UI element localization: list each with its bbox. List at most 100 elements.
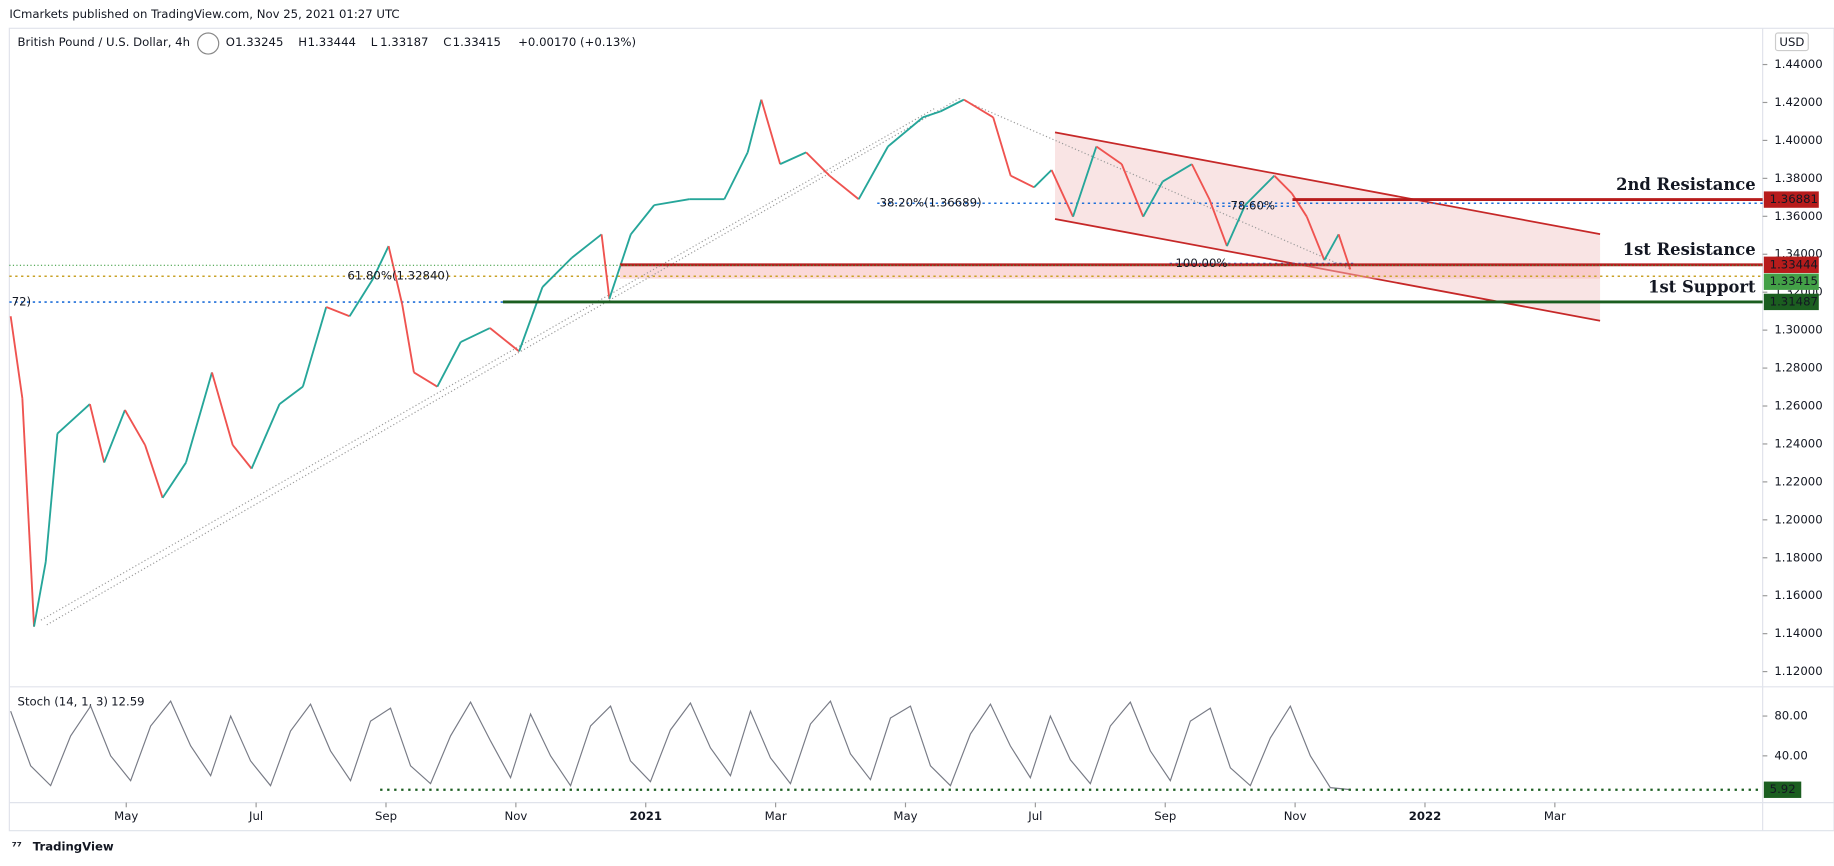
price-segment	[857, 146, 889, 200]
ohlc-key: L	[371, 35, 378, 49]
publisher: ICmarkets published on TradingView.com, …	[9, 7, 399, 21]
ohlc-value: 1.33415	[453, 35, 501, 49]
x-tick-label: May	[893, 809, 917, 823]
y-tick-label: 1.26000	[1774, 399, 1822, 413]
y-tick-label: 1.28000	[1774, 361, 1822, 375]
trend-dotted	[958, 97, 1352, 270]
ohlc-key: H	[298, 35, 307, 49]
price-segment	[103, 409, 126, 463]
fib-label: 38.20%(1.36689)	[880, 196, 982, 210]
y-tick-label: 1.18000	[1774, 550, 1822, 564]
price-segment	[88, 403, 106, 463]
price-box	[1763, 273, 1819, 290]
price-segment	[630, 204, 655, 235]
price-segment	[144, 444, 164, 499]
price-segment	[1305, 216, 1326, 261]
price-segment	[1120, 163, 1145, 218]
price-segment	[1226, 204, 1246, 247]
stoch-last-box	[1763, 781, 1802, 798]
ohlc-value: 1.33444	[308, 35, 356, 49]
price-segment	[1142, 181, 1164, 218]
stoch-tick-label: 40.00	[1774, 748, 1807, 762]
ohlc-value: 1.33187	[380, 35, 428, 49]
y-tick-label: 1.40000	[1774, 133, 1822, 147]
price-box-label: 1.31487	[1770, 294, 1818, 308]
price-segment	[1273, 175, 1293, 195]
y-tick-label: 1.22000	[1774, 474, 1822, 488]
currency: USD	[1779, 35, 1804, 49]
stoch-tick-label: 80.00	[1774, 709, 1807, 723]
y-tick-label: 1.24000	[1774, 436, 1822, 450]
price-segment	[1050, 169, 1074, 218]
price-segment	[250, 403, 281, 469]
price-segment	[1033, 169, 1053, 188]
price-segment	[887, 116, 924, 148]
compare-button[interactable]	[197, 32, 220, 55]
change: +0.00170 (+0.13%)	[518, 35, 636, 49]
fib-label: 72)	[12, 295, 31, 309]
price-segment	[963, 98, 994, 119]
price-segment	[922, 110, 941, 119]
price-segment	[413, 371, 438, 388]
x-tick-label: Mar	[765, 809, 787, 823]
y-tick-label: 1.38000	[1774, 171, 1822, 185]
fib-label: 78.60%	[1230, 199, 1275, 213]
y-tick-label: 1.36000	[1774, 209, 1822, 223]
y-tick-label: 1.44000	[1774, 57, 1822, 71]
price-segment	[56, 403, 91, 435]
price-segment	[124, 409, 146, 446]
price-segment	[1072, 146, 1098, 217]
price-segment	[33, 561, 47, 627]
level-name: 1st Resistance	[1623, 240, 1756, 259]
price-segment	[1208, 198, 1228, 247]
price-segment	[348, 278, 374, 317]
price-box-label: 1.33444	[1770, 257, 1818, 271]
level-name: 2nd Resistance	[1616, 175, 1755, 194]
fib-label: 100.00%	[1175, 256, 1227, 270]
price-segment	[278, 385, 304, 405]
price-segment	[460, 327, 491, 343]
price-box	[1763, 256, 1819, 273]
stoch-last-label: 5.92	[1770, 782, 1796, 796]
y-tick-label: 1.16000	[1774, 588, 1822, 602]
price-segment	[21, 398, 35, 627]
footer-logo: TradingView	[33, 840, 114, 854]
price-segment	[372, 245, 390, 280]
footer-icon: ⁷⁷	[12, 840, 22, 854]
plot	[9, 98, 1763, 627]
x-tick-label: 2021	[629, 809, 662, 823]
x-tick-label: Mar	[1544, 809, 1566, 823]
price-segment	[1291, 192, 1308, 218]
price-segment	[518, 286, 544, 352]
y-tick-label: 1.30000	[1774, 323, 1822, 337]
price-box	[1763, 191, 1819, 208]
price-segment	[161, 462, 187, 499]
price-segment	[1095, 145, 1123, 165]
price-segment	[1162, 163, 1193, 183]
price-segment	[779, 151, 807, 165]
price-segment	[828, 174, 860, 200]
x-tick-label: Jul	[248, 809, 263, 823]
price-segment	[723, 151, 749, 200]
y-tick-label: 1.14000	[1774, 626, 1822, 640]
price-segment	[654, 198, 690, 207]
ohlc-key: C	[443, 35, 451, 49]
price-segment	[1244, 175, 1275, 206]
x-tick-label: Jul	[1027, 809, 1042, 823]
price-segment	[211, 372, 234, 446]
price-segment	[1323, 233, 1340, 261]
frame	[8, 27, 1834, 832]
price-segment	[387, 245, 404, 305]
x-tick-label: 2022	[1409, 809, 1442, 823]
fib-label: 61.80%(1.32840)	[347, 269, 449, 283]
ohlc-key: O	[226, 35, 235, 49]
price-segment	[1010, 174, 1035, 189]
y-tick-label: 1.20000	[1774, 512, 1822, 526]
price-segment	[541, 257, 573, 288]
x-tick-label: Sep	[1154, 809, 1176, 823]
price-box	[1763, 293, 1819, 311]
price-segment	[401, 304, 415, 373]
price-segment	[185, 372, 213, 463]
resistance-zone	[619, 265, 1601, 279]
